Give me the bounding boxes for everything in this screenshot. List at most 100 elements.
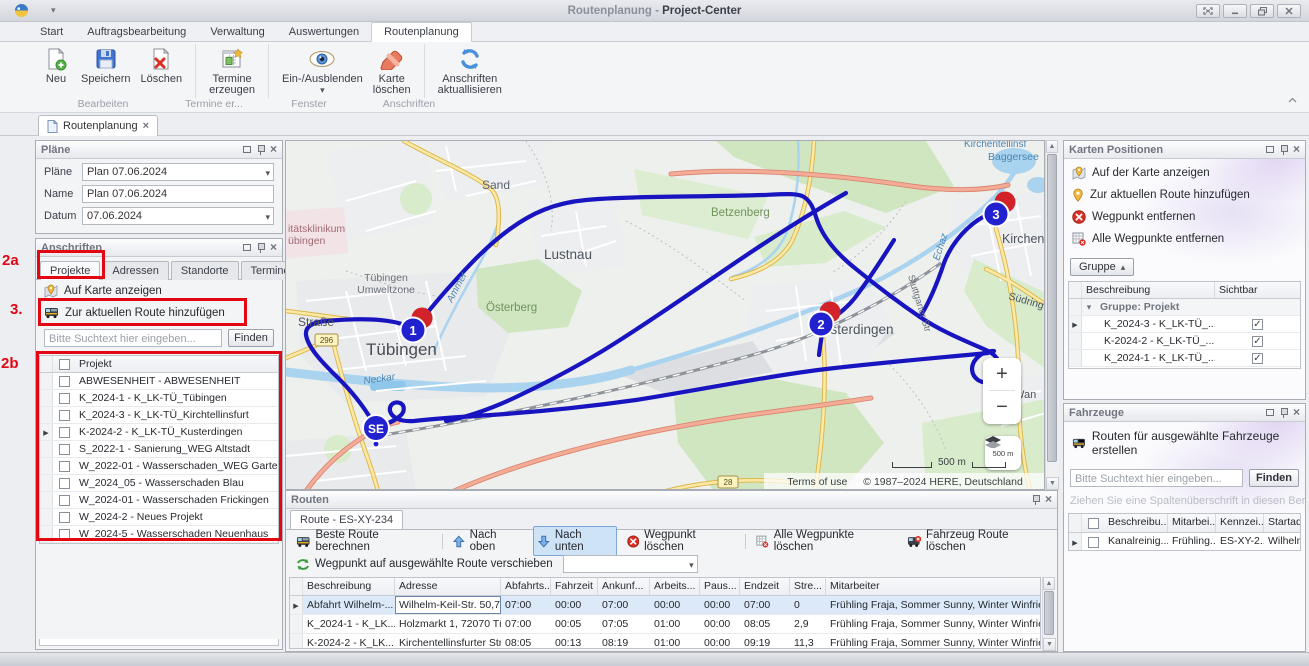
alle-wegpunkte-entfernen-button[interactable]: Alle Wegpunkte entfernen xyxy=(1064,228,1305,250)
zoom-in-button[interactable]: + xyxy=(996,362,1008,385)
projekt-row[interactable]: W_2024-2 - Neues Projekt xyxy=(40,509,278,526)
ein-ausblenden-button[interactable]: Ein-/Ausblenden xyxy=(277,44,368,98)
ribbon-tab-verwaltung[interactable]: Verwaltung xyxy=(210,26,265,38)
scrollbar-thumb[interactable] xyxy=(1047,154,1057,462)
nach-oben-button[interactable]: Nach oben xyxy=(449,527,527,555)
projekt-row[interactable]: W_2022-01 - Wasserschaden_WEG Gartenstr-… xyxy=(40,458,278,475)
sichtbar-checkbox[interactable] xyxy=(1252,318,1263,330)
scroll-down-icon[interactable]: ▼ xyxy=(1043,638,1056,651)
route-row[interactable]: K_2024-1 - K_LK... Holzmarkt 1, 72070 Tü… xyxy=(290,615,1040,634)
fahrzeug-row[interactable]: Kanalreinig... Frühling... ES-XY-2... Wi… xyxy=(1069,533,1300,550)
route-row[interactable]: K-2024-2 - K_LK... Kirchentellinsfurter … xyxy=(290,634,1040,648)
select-all-checkbox[interactable] xyxy=(58,358,70,370)
loeschen-button[interactable]: Löschen xyxy=(136,44,188,87)
window-close-button[interactable] xyxy=(1277,4,1301,18)
pin-icon[interactable] xyxy=(1280,144,1288,155)
close-icon[interactable] xyxy=(1293,407,1300,419)
map-canvas[interactable]: 296 28 Sand Lustnau Betzenberg Baggersee… xyxy=(286,141,1045,490)
auf-karte-anzeigen-button[interactable]: Auf Karte anzeigen xyxy=(36,280,282,302)
close-icon[interactable] xyxy=(270,144,277,156)
pin-icon[interactable] xyxy=(1032,494,1040,505)
ribbon-tab-start[interactable]: Start xyxy=(40,26,64,38)
projekt-row[interactable]: W_2024-01 - Wasserschaden Frickingen xyxy=(40,492,278,509)
ribbon-tab-routenplanung[interactable]: Routenplanung xyxy=(371,22,472,42)
fahrzeuge-finden-button[interactable]: Finden xyxy=(1249,469,1299,487)
kp-row[interactable]: K-2024-2 - K_LK-TÜ_... xyxy=(1069,333,1300,350)
anschriften-search-input[interactable]: Bitte Suchtext hier eingeben... xyxy=(44,329,222,347)
sichtbar-checkbox[interactable] xyxy=(1252,335,1263,347)
wegpunkt-loeschen-button[interactable]: Wegpunkt löschen xyxy=(623,527,740,555)
window-fullscreen-button[interactable] xyxy=(1196,4,1220,18)
projekte-grid-header[interactable]: Projekt xyxy=(40,356,278,373)
projekt-row[interactable]: K_2024-1 - K_LK-TÜ_Tübingen xyxy=(40,390,278,407)
fahrzeuge-search-input[interactable]: Bitte Suchtext hier eingeben... xyxy=(1070,469,1243,487)
row-checkbox[interactable] xyxy=(58,375,70,387)
tab-projekte[interactable]: Projekte xyxy=(40,261,101,280)
kp-group-row[interactable]: Gruppe: Projekt xyxy=(1069,299,1300,316)
zoom-out-button[interactable]: − xyxy=(996,395,1008,418)
document-tab-close-icon[interactable]: × xyxy=(142,120,150,132)
map[interactable]: 296 28 Sand Lustnau Betzenberg Baggersee… xyxy=(285,140,1045,490)
scroll-up-icon[interactable]: ▲ xyxy=(1043,577,1055,590)
projekt-row[interactable]: K_2024-3 - K_LK-TÜ_Kirchtellinsfurt xyxy=(40,407,278,424)
tab-standorte[interactable]: Standorte xyxy=(170,261,239,280)
row-checkbox[interactable] xyxy=(58,426,70,438)
name-input[interactable]: Plan 07.06.2024 xyxy=(82,185,274,203)
maximize-icon[interactable] xyxy=(1265,409,1274,416)
nach-unten-button[interactable]: Nach unten xyxy=(533,526,617,556)
anschriften-aktualisieren-button[interactable]: Anschriften aktuallisieren xyxy=(433,44,507,98)
row-checkbox[interactable] xyxy=(1087,536,1099,548)
termine-erzeugen-button[interactable]: Termine erzeugen xyxy=(204,44,260,98)
projekt-row[interactable]: ABWESENHEIT - ABWESENHEIT xyxy=(40,373,278,390)
datum-select[interactable]: 07.06.2024 xyxy=(82,207,274,225)
dropdown-caret-icon[interactable] xyxy=(689,559,694,571)
maximize-icon[interactable] xyxy=(1265,146,1274,153)
projekt-row[interactable]: W_2024_05 - Wasserschaden Blau xyxy=(40,475,278,492)
select-all-checkbox[interactable] xyxy=(1087,517,1099,529)
quick-access-dropdown[interactable]: ▾ xyxy=(51,5,56,15)
row-checkbox[interactable] xyxy=(58,443,70,455)
karte-loeschen-button[interactable]: Karte löschen xyxy=(368,44,416,98)
collapse-ribbon-button[interactable] xyxy=(1285,94,1299,106)
close-icon[interactable] xyxy=(1293,144,1300,156)
map-marker-start[interactable]: SE xyxy=(362,414,390,448)
routen-erstellen-button[interactable]: Routen für ausgewählte Fahrzeuge erstell… xyxy=(1064,422,1305,461)
terms-of-use-link[interactable]: Terms of use xyxy=(787,475,848,488)
ribbon-tab-auftragsbearbeitung[interactable]: Auftragsbearbeitung xyxy=(87,26,187,38)
pin-icon[interactable] xyxy=(257,144,265,155)
dropdown-caret-icon[interactable] xyxy=(265,167,270,179)
row-checkbox[interactable] xyxy=(58,392,70,404)
map-marker-2[interactable]: 2 xyxy=(807,301,841,338)
tab-adressen[interactable]: Adressen xyxy=(102,261,169,280)
document-tab-routenplanung[interactable]: Routenplanung × xyxy=(38,115,159,136)
routen-grid-scrollbar[interactable]: ▲ ▼ xyxy=(1042,577,1056,651)
close-icon[interactable] xyxy=(270,242,277,254)
close-icon[interactable] xyxy=(1045,494,1052,506)
map-scrollbar[interactable]: ▲ ▼ xyxy=(1045,140,1059,490)
scroll-down-icon[interactable]: ▼ xyxy=(1046,477,1059,490)
focused-cell[interactable]: Wilhelm-Keil-Str. 50,72... xyxy=(395,596,501,614)
gruppe-button[interactable]: Gruppe xyxy=(1070,258,1135,276)
route-row-selected[interactable]: Abfahrt Wilhelm-... Wilhelm-Keil-Str. 50… xyxy=(290,596,1040,615)
sichtbar-checkbox[interactable] xyxy=(1252,352,1263,364)
dropdown-caret-icon[interactable] xyxy=(265,211,270,223)
row-checkbox[interactable] xyxy=(58,477,70,489)
route-tab-es-xy-234[interactable]: Route - ES-XY-234 xyxy=(290,510,404,529)
map-marker-3[interactable]: 3 xyxy=(982,191,1016,228)
tab-termine[interactable]: Termine xyxy=(240,261,300,280)
maximize-icon[interactable] xyxy=(242,146,251,153)
kp-zur-route-hinzufuegen-button[interactable]: Zur aktuellen Route hinzufügen xyxy=(1064,184,1305,206)
route-target-select[interactable] xyxy=(562,555,698,573)
scroll-up-icon[interactable]: ▲ xyxy=(1046,140,1058,153)
kp-grid-header[interactable]: Beschreibung Sichtbar xyxy=(1069,282,1300,299)
pin-icon[interactable] xyxy=(1280,407,1288,418)
alle-wegpunkte-loeschen-button[interactable]: Alle Wegpunkte löschen xyxy=(752,527,896,555)
row-checkbox[interactable] xyxy=(58,494,70,506)
map-layers-button[interactable]: 500 m xyxy=(985,436,1021,470)
wegpunkt-verschieben-button[interactable]: Wegpunkt auf ausgewählte Route verschieb… xyxy=(292,556,557,573)
auf-der-karte-anzeigen-button[interactable]: Auf der Karte anzeigen xyxy=(1064,159,1305,184)
window-restore-button[interactable] xyxy=(1250,4,1274,18)
row-checkbox[interactable] xyxy=(58,511,70,523)
projekt-row[interactable]: S_2022-1 - Sanierung_WEG Altstadt xyxy=(40,441,278,458)
kp-row[interactable]: K_2024-3 - K_LK-TÜ_... xyxy=(1069,316,1300,333)
